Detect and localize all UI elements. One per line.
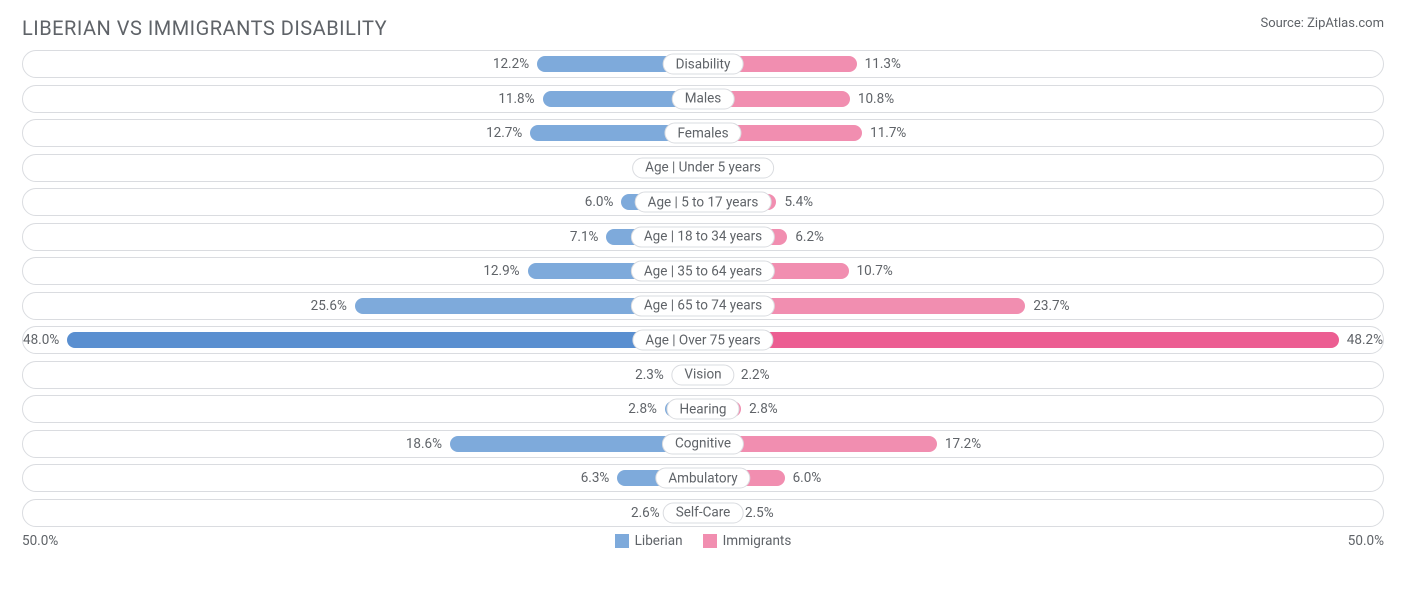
row-right-value: 11.3% — [865, 56, 901, 72]
butterfly-chart: 12.2% 11.3% Disability 11.8% 10.8% Males 12.7%… — [22, 50, 1384, 527]
chart-row: 11.8% 10.8% Males — [22, 85, 1384, 113]
row-right-half: 17.2% — [703, 431, 1383, 457]
row-category-label: Females — [664, 123, 741, 144]
row-left-value: 6.3% — [581, 470, 610, 486]
row-right-value: 2.2% — [741, 367, 770, 383]
axis-left-max: 50.0% — [22, 533, 58, 549]
legend-item-left: Liberian — [615, 533, 683, 549]
row-right-half: 48.2% — [703, 327, 1383, 353]
legend-item-right: Immigrants — [703, 533, 792, 549]
row-left-value: 2.6% — [631, 505, 660, 521]
chart-row: 12.7% 11.7% Females — [22, 119, 1384, 147]
chart-row: 12.2% 11.3% Disability — [22, 50, 1384, 78]
row-left-value: 12.9% — [483, 263, 519, 279]
row-right-value: 11.7% — [870, 125, 906, 141]
legend-label-right: Immigrants — [723, 533, 792, 549]
row-left-half: 18.6% — [23, 431, 703, 457]
chart-row: 48.0% 48.2% Age | Over 75 years — [22, 326, 1384, 354]
row-right-half: 10.8% — [703, 86, 1383, 112]
row-left-half: 2.8% — [23, 396, 703, 422]
row-right-half: 2.2% — [703, 362, 1383, 388]
row-category-label: Self-Care — [663, 502, 744, 523]
row-left-half: 12.2% — [23, 51, 703, 77]
row-category-label: Ambulatory — [655, 468, 750, 489]
row-category-label: Age | 35 to 64 years — [631, 261, 775, 282]
row-left-value: 12.7% — [486, 125, 522, 141]
chart-title: LIBERIAN VS IMMIGRANTS DISABILITY — [22, 16, 387, 40]
row-right-half: 10.7% — [703, 258, 1383, 284]
chart-source: Source: ZipAtlas.com — [1260, 16, 1384, 31]
row-left-value: 2.3% — [635, 367, 664, 383]
row-right-half: 6.2% — [703, 224, 1383, 250]
row-right-half: 5.4% — [703, 189, 1383, 215]
legend-label-left: Liberian — [635, 533, 683, 549]
row-left-half: 7.1% — [23, 224, 703, 250]
row-right-half: 11.7% — [703, 120, 1383, 146]
row-category-label: Age | Under 5 years — [632, 157, 774, 178]
row-left-value: 18.6% — [406, 436, 442, 452]
chart-row: 2.3% 2.2% Vision — [22, 361, 1384, 389]
row-left-half: 48.0% — [23, 327, 703, 353]
row-right-half: 6.0% — [703, 465, 1383, 491]
row-category-label: Hearing — [666, 399, 739, 420]
row-right-value: 2.8% — [749, 401, 778, 417]
chart-row: 6.3% 6.0% Ambulatory — [22, 464, 1384, 492]
row-right-value: 2.5% — [745, 505, 774, 521]
row-right-value: 10.7% — [857, 263, 893, 279]
legend-swatch-right — [703, 534, 717, 548]
row-category-label: Disability — [663, 54, 744, 75]
legend-swatch-left — [615, 534, 629, 548]
row-right-value: 5.4% — [784, 194, 813, 210]
row-left-half: 1.3% — [23, 155, 703, 181]
row-right-half: 1.2% — [703, 155, 1383, 181]
row-left-half: 2.6% — [23, 500, 703, 526]
row-right-value: 23.7% — [1033, 298, 1069, 314]
row-right-bar — [703, 332, 1339, 348]
chart-row: 12.9% 10.7% Age | 35 to 64 years — [22, 257, 1384, 285]
chart-row: 2.8% 2.8% Hearing — [22, 395, 1384, 423]
row-left-half: 11.8% — [23, 86, 703, 112]
chart-row: 25.6% 23.7% Age | 65 to 74 years — [22, 292, 1384, 320]
row-left-half: 12.7% — [23, 120, 703, 146]
row-left-half: 25.6% — [23, 293, 703, 319]
chart-row: 1.3%1.2%Age | Under 5 years — [22, 154, 1384, 182]
row-category-label: Age | 65 to 74 years — [631, 295, 775, 316]
row-right-value: 10.8% — [858, 91, 894, 107]
chart-footer: 50.0% Liberian Immigrants 50.0% — [22, 533, 1384, 549]
row-right-value: 48.2% — [1347, 332, 1383, 348]
row-category-label: Males — [672, 88, 735, 109]
row-right-half: 11.3% — [703, 51, 1383, 77]
row-right-half: 2.8% — [703, 396, 1383, 422]
row-left-half: 6.0% — [23, 189, 703, 215]
chart-header: LIBERIAN VS IMMIGRANTS DISABILITY Source… — [22, 16, 1384, 40]
chart-row: 2.6% 2.5%Self-Care — [22, 499, 1384, 527]
chart-row: 18.6% 17.2% Cognitive — [22, 430, 1384, 458]
row-left-value: 25.6% — [311, 298, 347, 314]
row-category-label: Age | 5 to 17 years — [635, 192, 772, 213]
row-left-value: 11.8% — [498, 91, 534, 107]
row-category-label: Cognitive — [662, 433, 744, 454]
row-right-value: 17.2% — [945, 436, 981, 452]
row-left-value: 6.0% — [585, 194, 614, 210]
row-left-value: 2.8% — [628, 401, 657, 417]
row-left-value: 48.0% — [23, 332, 59, 348]
row-right-half: 2.5% — [703, 500, 1383, 526]
row-category-label: Age | Over 75 years — [632, 330, 773, 351]
axis-right-max: 50.0% — [1348, 533, 1384, 549]
chart-row: 6.0% 5.4% Age | 5 to 17 years — [22, 188, 1384, 216]
row-right-value: 6.2% — [795, 229, 824, 245]
row-left-value: 12.2% — [493, 56, 529, 72]
chart-row: 7.1% 6.2% Age | 18 to 34 years — [22, 223, 1384, 251]
row-right-half: 23.7% — [703, 293, 1383, 319]
row-category-label: Age | 18 to 34 years — [631, 226, 775, 247]
row-left-half: 12.9% — [23, 258, 703, 284]
row-left-value: 7.1% — [570, 229, 599, 245]
legend: Liberian Immigrants — [615, 533, 792, 549]
row-left-bar — [67, 332, 703, 348]
row-right-value: 6.0% — [793, 470, 822, 486]
row-left-half: 6.3% — [23, 465, 703, 491]
row-category-label: Vision — [671, 364, 734, 385]
row-left-half: 2.3% — [23, 362, 703, 388]
